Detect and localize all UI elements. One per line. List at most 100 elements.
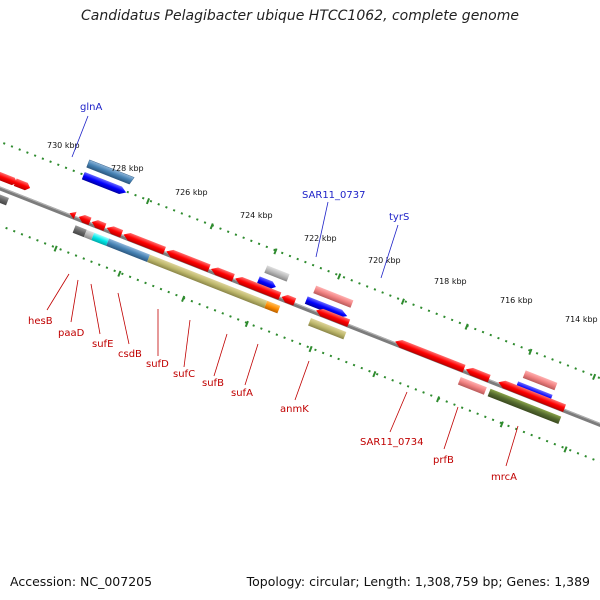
gene-prfB-arrow[interactable] — [464, 366, 491, 383]
outer-ring-dot — [203, 221, 207, 224]
gene-tyrS-feature[interactable] — [313, 285, 354, 308]
outer-ring-dot — [435, 312, 438, 316]
gene-SAR11_0737-feature[interactable] — [264, 265, 290, 282]
outer-ring-dot — [574, 367, 577, 370]
outer-ring-dot — [535, 352, 539, 355]
gene-left-arrow-1[interactable] — [0, 171, 19, 187]
inner-ring-dot — [213, 309, 217, 312]
outer-ring-major-tick — [400, 298, 405, 305]
gene-anmK-arrow[interactable] — [315, 307, 351, 327]
gene-sufA-arrow[interactable] — [234, 275, 282, 300]
outer-ring-major-tick — [592, 373, 597, 381]
gene-hesB-arrow[interactable] — [68, 210, 77, 220]
gene-mrcA-cog — [487, 388, 562, 425]
outer-ring-dot — [365, 285, 369, 288]
gene-extra-arrow[interactable] — [280, 293, 297, 306]
gene-label-SAR11_0737[interactable]: SAR11_0737 — [302, 190, 366, 201]
gene-label-sufE[interactable]: sufE — [92, 339, 113, 350]
gene-label-tyrS[interactable]: tyrS — [389, 212, 409, 223]
gene-label-sufC[interactable]: sufC — [173, 369, 195, 380]
gene-sufE-cog — [91, 232, 110, 246]
leader-paaD — [70, 279, 79, 323]
outer-ring-dot — [250, 239, 253, 243]
inner-ring-dot — [538, 436, 541, 440]
inner-ring-dot — [576, 451, 580, 455]
gene-label-hesB[interactable]: hesB — [28, 316, 53, 327]
inner-ring-major-tick — [308, 345, 313, 353]
outer-ring-dot — [157, 202, 160, 206]
inner-ring-dot — [121, 272, 124, 276]
gene-SAR11_0737-rna[interactable] — [256, 276, 278, 290]
outer-ring-dot — [172, 209, 176, 212]
outer-ring-dot — [180, 212, 184, 215]
gene-label-SAR11_0734[interactable]: SAR11_0734 — [360, 437, 424, 448]
outer-ring-dot — [350, 279, 354, 282]
inner-ring-dot — [445, 400, 449, 403]
inner-ring-dot — [453, 403, 456, 406]
kbp-label-726: 726 kbp — [175, 188, 208, 197]
inner-ring-dot — [530, 433, 533, 437]
outer-ring-dot — [219, 227, 222, 230]
gene-glnA-rna[interactable] — [81, 171, 128, 196]
outer-ring-dot — [427, 309, 431, 313]
outer-ring-dot — [33, 154, 37, 157]
gene-mrcA-arrow[interactable] — [497, 378, 567, 412]
inner-ring-dot — [298, 342, 302, 346]
outer-ring-dot — [56, 163, 60, 167]
gene-left-arrow-2[interactable] — [13, 178, 32, 191]
inner-ring-dot — [229, 315, 232, 318]
inner-ring-dot — [545, 439, 549, 443]
gene-label-prfB[interactable]: prfB — [433, 455, 454, 466]
gene-label-csdB[interactable]: csdB — [118, 349, 142, 360]
gene-paaD-arrow[interactable] — [77, 213, 92, 226]
gene-SAR11_0734-arrow[interactable] — [394, 338, 466, 373]
gene-sufD-arrow[interactable] — [122, 231, 166, 255]
inner-ring-dot — [484, 415, 487, 419]
gene-left-gray — [0, 191, 9, 206]
inner-ring-dot — [406, 385, 410, 388]
inner-ring-dot — [468, 409, 472, 413]
gene-label-mrcA[interactable]: mrcA — [491, 472, 517, 483]
inner-ring-dot — [67, 251, 70, 254]
gene-label-anmK[interactable]: anmK — [280, 404, 309, 415]
gene-csdB-arrow[interactable] — [105, 224, 124, 238]
leader-sufC — [183, 319, 191, 368]
leader-prfB — [443, 406, 459, 450]
outer-ring-dot — [280, 251, 284, 255]
gene-label-sufA[interactable]: sufA — [231, 388, 253, 399]
inner-ring-dot — [97, 263, 101, 266]
gene-tyrS-rna[interactable] — [304, 296, 349, 320]
inner-ring-dot — [592, 458, 595, 461]
inner-ring-dot — [352, 363, 356, 367]
gene-label-paaD[interactable]: paaD — [58, 328, 85, 339]
inner-ring-dot — [167, 290, 170, 294]
inner-ring-major-tick — [436, 396, 441, 403]
gene-glnA-feature[interactable] — [86, 159, 135, 185]
inner-ring-dot — [252, 324, 255, 327]
outer-ring-dot — [10, 145, 14, 148]
inner-ring-dot — [360, 366, 364, 370]
outer-ring-dot — [334, 272, 338, 276]
gene-sufC-arrow[interactable] — [165, 248, 211, 272]
outer-ring-dot — [257, 242, 261, 246]
gene-sufB-arrow[interactable] — [210, 265, 235, 282]
outer-ring-dot — [72, 169, 76, 173]
gene-sufE-arrow[interactable] — [90, 218, 107, 231]
kbp-label-718: 718 kbp — [434, 277, 467, 286]
inner-ring-dot — [399, 382, 402, 385]
gene-label-glnA[interactable]: glnA — [80, 102, 102, 113]
outer-ring-major-tick — [528, 348, 533, 355]
outer-ring-dot — [481, 330, 485, 334]
outer-ring-dot — [450, 318, 454, 322]
gene-label-sufD[interactable]: sufD — [146, 359, 169, 370]
inner-ring-major-tick — [181, 295, 186, 302]
outer-ring-dot — [49, 160, 52, 163]
outer-ring-dot — [558, 361, 562, 364]
outer-ring-major-tick — [337, 273, 342, 280]
outer-ring-dot — [543, 355, 547, 358]
outer-ring-dot — [141, 196, 145, 200]
inner-ring-dot — [306, 345, 309, 349]
outer-ring-major-tick — [464, 323, 469, 330]
gene-label-sufB[interactable]: sufB — [202, 378, 224, 389]
gene-right-pink — [522, 370, 558, 391]
